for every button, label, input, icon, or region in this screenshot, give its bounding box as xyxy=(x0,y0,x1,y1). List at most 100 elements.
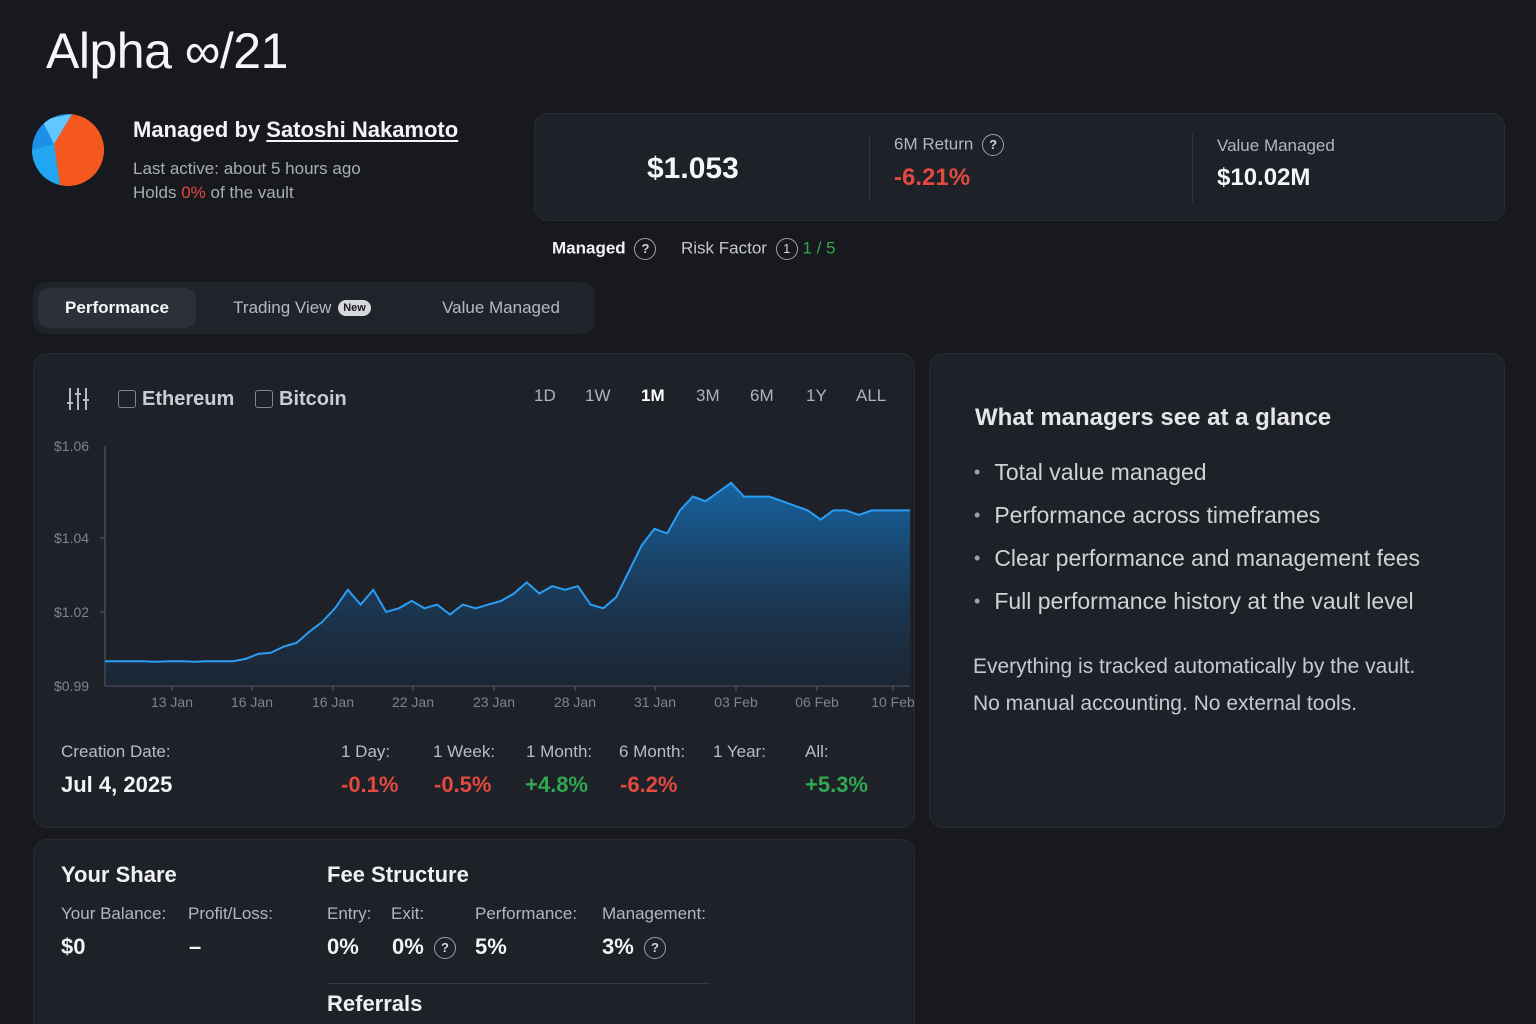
help-icon[interactable]: ? xyxy=(643,937,666,960)
period-label-1w: 1 Week: xyxy=(433,742,496,761)
value-managed-label: Value Managed xyxy=(1217,136,1335,155)
management-fee-label: Management: xyxy=(602,904,706,923)
list-item: Total value managed xyxy=(974,456,1420,499)
exit-fee-value: 0% ? xyxy=(392,934,456,960)
balance-label: Your Balance: xyxy=(61,904,167,923)
exit-fee-label: Exit: xyxy=(391,904,425,923)
manager-name-link[interactable]: Satoshi Nakamoto xyxy=(266,117,459,142)
holds-text: Holds 0% of the vault xyxy=(133,183,294,202)
help-icon[interactable]: ? xyxy=(982,134,1005,156)
y-tick-label: $1.06 xyxy=(54,438,89,454)
tab-value-managed[interactable]: Value Managed xyxy=(442,298,560,317)
chart-series-line xyxy=(105,481,910,663)
referrals-title: Referrals xyxy=(327,991,423,1016)
creation-date-label: Creation Date: xyxy=(61,742,171,761)
last-active: Last active: about 5 hours ago xyxy=(133,159,361,178)
list-item: Full performance history at the vault le… xyxy=(974,585,1420,628)
period-value-1d: -0.1% xyxy=(341,772,399,797)
return-label: 6M Return xyxy=(894,134,974,154)
x-tick-label: 16 Jan xyxy=(312,694,354,710)
range-1d[interactable]: 1D xyxy=(534,386,556,405)
x-tick-label: 16 Jan xyxy=(231,694,273,710)
share-fees-card: Your Share Your Balance: $0 Profit/Loss:… xyxy=(33,839,915,1024)
list-item: Performance across timeframes xyxy=(974,499,1420,542)
profit-loss-value: – xyxy=(189,934,202,959)
management-fee-value: 3% ? xyxy=(602,934,666,960)
list-item: Clear performance and management fees xyxy=(974,542,1420,585)
y-tick-label: $0.99 xyxy=(54,678,89,694)
share-price: $1.053 xyxy=(647,152,739,185)
sliders-icon[interactable] xyxy=(66,386,90,417)
stats-divider xyxy=(1192,134,1193,202)
x-tick-label: 22 Jan xyxy=(392,694,434,710)
range-1y[interactable]: 1Y xyxy=(806,386,827,405)
x-tick-label: 03 Feb xyxy=(714,694,758,710)
info-card: What managers see at a glance Total valu… xyxy=(929,353,1505,828)
period-label-1d: 1 Day: xyxy=(341,742,391,761)
range-all[interactable]: ALL xyxy=(856,386,887,405)
manager-info: Managed by Satoshi Nakamoto Last active:… xyxy=(133,117,458,205)
period-value-1w: -0.5% xyxy=(434,772,492,797)
fee-structure-title: Fee Structure xyxy=(327,862,469,887)
period-value-all: +5.3% xyxy=(805,772,868,797)
tab-trading-view[interactable]: Trading View New xyxy=(223,288,381,328)
new-badge: New xyxy=(338,300,371,316)
chart-area-fill xyxy=(105,482,910,686)
entry-fee-value: 0% xyxy=(327,934,359,959)
creation-date-value: Jul 4, 2025 xyxy=(61,772,173,797)
period-label-all: All: xyxy=(805,742,829,761)
value-managed-value: $10.02M xyxy=(1217,164,1311,191)
x-tick-label: 13 Jan xyxy=(151,694,193,710)
info-note: Everything is tracked automatically by t… xyxy=(973,655,1416,715)
your-share-title: Your Share xyxy=(61,862,177,887)
view-tabs: Performance Trading View New Value Manag… xyxy=(33,282,595,334)
holds-percent: 0% xyxy=(181,183,206,202)
fee-divider xyxy=(327,983,710,984)
info-bullets: Total value managed Performance across t… xyxy=(974,456,1420,628)
entry-fee-label: Entry: xyxy=(327,904,372,923)
help-icon[interactable]: ? xyxy=(634,238,657,260)
y-tick-label: $1.04 xyxy=(54,530,89,546)
stats-panel: $1.053 6M Return ? -6.21% Value Managed … xyxy=(534,113,1505,221)
x-tick-label: 23 Jan xyxy=(473,694,515,710)
period-value-1m: +4.8% xyxy=(525,772,588,797)
stats-divider xyxy=(869,134,870,202)
period-label-6m: 6 Month: xyxy=(619,742,686,761)
y-tick-label: $1.02 xyxy=(54,604,89,620)
x-tick-label: 10 Feb xyxy=(871,694,914,710)
range-1m[interactable]: 1M xyxy=(641,386,665,405)
manager-avatar[interactable] xyxy=(32,114,104,186)
performance-card: Ethereum Bitcoin 1D 1W 1M 3M 6M 1Y ALL $ xyxy=(33,353,915,828)
range-6m[interactable]: 6M xyxy=(750,386,774,405)
tab-performance[interactable]: Performance xyxy=(38,288,196,328)
balance-value: $0 xyxy=(61,934,86,959)
risk-factor: Risk Factor 1 1 / 5 xyxy=(681,238,836,260)
managed-badge: Managed ? xyxy=(552,238,657,260)
x-tick-label: 28 Jan xyxy=(554,694,596,710)
period-label-1y: 1 Year: xyxy=(713,742,766,761)
risk-label: Risk Factor xyxy=(681,238,767,258)
help-icon[interactable]: ? xyxy=(433,937,456,960)
checkbox-icon xyxy=(255,390,273,408)
info-title: What managers see at a glance xyxy=(975,404,1332,431)
compare-bitcoin-checkbox[interactable]: Bitcoin xyxy=(255,388,347,411)
compare-ethereum-checkbox[interactable]: Ethereum xyxy=(118,388,234,411)
risk-info-icon[interactable]: 1 xyxy=(775,238,798,260)
period-value-6m: -6.2% xyxy=(620,772,678,797)
x-tick-label: 31 Jan xyxy=(634,694,676,710)
performance-fee-value: 5% xyxy=(475,934,507,959)
avatar-icon xyxy=(32,114,104,186)
x-tick-label: 06 Feb xyxy=(795,694,839,710)
managed-by-prefix: Managed by xyxy=(133,117,261,142)
checkbox-icon xyxy=(118,390,136,408)
range-1w[interactable]: 1W xyxy=(585,386,611,405)
performance-fee-label: Performance: xyxy=(475,904,578,923)
return-value: -6.21% xyxy=(894,164,971,191)
profit-loss-label: Profit/Loss: xyxy=(188,904,274,923)
range-3m[interactable]: 3M xyxy=(696,386,720,405)
risk-value: 1 / 5 xyxy=(802,238,836,258)
performance-chart[interactable]: $1.06 $1.04 $1.02 $0.99 13 Jan 16 Jan 16 Jan 22… xyxy=(34,434,914,714)
period-label-1m: 1 Month: xyxy=(526,742,593,761)
vault-title: Alpha ∞/21 xyxy=(46,23,288,79)
